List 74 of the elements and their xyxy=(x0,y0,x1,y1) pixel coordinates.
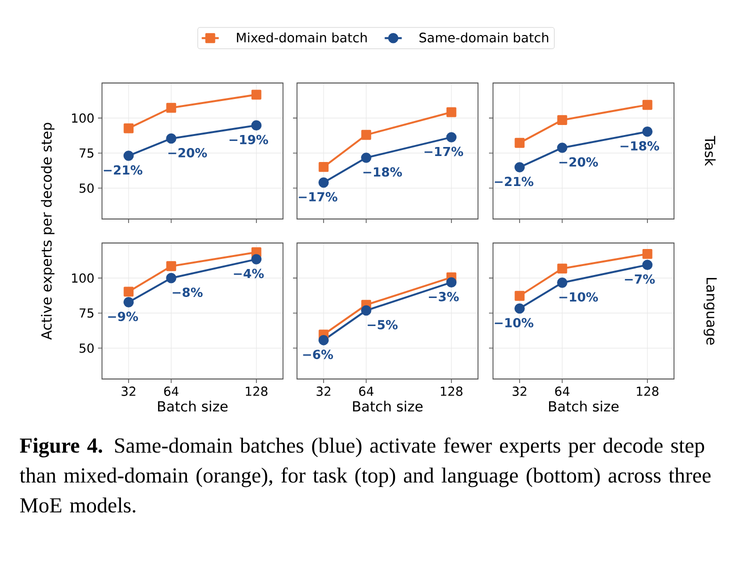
point xyxy=(251,90,262,100)
point xyxy=(361,305,372,316)
x-axis-title: Batch size xyxy=(158,400,228,412)
annotation: −10% xyxy=(559,292,598,302)
point xyxy=(446,107,456,118)
annotation: −17% xyxy=(298,192,338,202)
point xyxy=(251,254,262,264)
annotation: −18% xyxy=(363,167,402,177)
point xyxy=(318,162,329,172)
annotation: −8% xyxy=(172,288,203,297)
y-tick-label: 75 xyxy=(80,308,94,318)
annotation: −20% xyxy=(168,148,207,158)
point xyxy=(123,297,134,308)
x-tick-label: 64 xyxy=(164,386,178,396)
point xyxy=(557,264,568,274)
legend-label: Mixed-domain batch xyxy=(236,32,367,42)
point xyxy=(251,120,262,130)
annotation: −18% xyxy=(620,141,660,151)
point xyxy=(557,142,568,153)
annotation: −21% xyxy=(494,176,534,186)
annotation: −7% xyxy=(624,274,655,284)
annotation: −20% xyxy=(559,157,598,167)
x-tick-label: 32 xyxy=(122,386,136,396)
point xyxy=(514,303,525,314)
annotation: −9% xyxy=(108,312,138,322)
point xyxy=(446,277,457,288)
point xyxy=(166,261,176,272)
annotation: −4% xyxy=(234,268,264,278)
annotation: −10% xyxy=(494,318,534,328)
x-axis-title: Batch size xyxy=(549,400,619,412)
point xyxy=(361,152,372,163)
point xyxy=(124,123,134,134)
legend-label: Same-domain batch xyxy=(420,32,548,42)
point xyxy=(166,272,176,284)
point xyxy=(166,133,176,144)
point xyxy=(361,130,372,140)
x-tick-label: 64 xyxy=(555,386,570,396)
annotation: −3% xyxy=(428,292,459,302)
y-tick-label: 50 xyxy=(80,183,94,193)
x-tick-label: 64 xyxy=(359,386,374,396)
x-tick-label: 128 xyxy=(440,386,462,396)
point xyxy=(557,278,568,288)
y-tick-label: 100 xyxy=(72,113,94,123)
x-axis-title: Batch size xyxy=(353,400,423,412)
annotation: −17% xyxy=(424,146,464,156)
y-tick-label: 75 xyxy=(80,148,94,158)
point xyxy=(446,132,457,142)
point xyxy=(642,126,653,137)
point xyxy=(124,286,134,297)
point xyxy=(123,150,134,161)
y-axis-title: Active experts per decode step xyxy=(40,122,54,340)
point xyxy=(318,177,329,188)
x-tick-label: 32 xyxy=(316,386,330,396)
y-tick-label: 50 xyxy=(80,343,94,353)
point xyxy=(557,115,568,125)
point xyxy=(514,162,525,172)
point xyxy=(166,102,176,113)
point xyxy=(514,290,525,301)
point xyxy=(514,138,525,148)
annotation: −21% xyxy=(104,165,142,175)
x-tick-label: 128 xyxy=(246,386,268,396)
text: Figure 4. Same-domain batches (blue) activate fewer experts per decode step than mixed-domain (orange), for task (top) and language (bottom) across three MoE models. xyxy=(20,438,711,513)
point xyxy=(318,335,329,346)
y2-axis-title: Language xyxy=(704,278,717,345)
point xyxy=(642,100,652,110)
x-tick-label: 32 xyxy=(512,386,526,396)
y-tick-label: 100 xyxy=(72,273,94,283)
annotation: −19% xyxy=(230,134,268,144)
annotation: −5% xyxy=(368,320,398,330)
x-tick-label: 128 xyxy=(636,386,658,396)
y2-axis-title: Task xyxy=(704,136,716,166)
point xyxy=(642,260,653,270)
annotation: −6% xyxy=(303,350,334,360)
point xyxy=(642,248,652,259)
